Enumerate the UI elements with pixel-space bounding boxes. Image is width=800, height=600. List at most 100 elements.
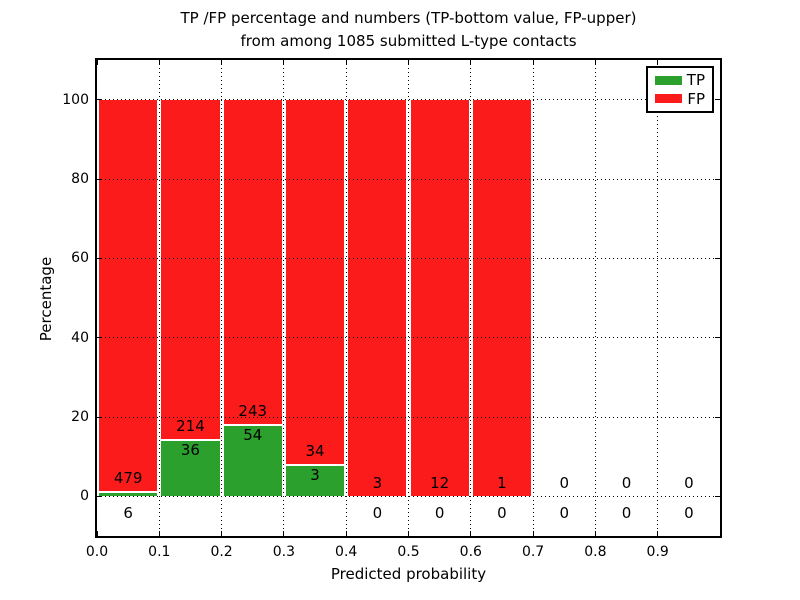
x-tick-top	[408, 60, 409, 65]
fp-count-label: 243	[238, 402, 268, 421]
y-tick-label: 20	[71, 409, 89, 425]
fp-count-label: 214	[176, 417, 205, 436]
y-tick-left	[97, 257, 102, 259]
fp-count-label: 1	[497, 474, 507, 493]
x-tick-label: 0.5	[397, 544, 420, 560]
bar-tp	[159, 439, 222, 497]
y-tick-label: 60	[71, 250, 89, 267]
x-gridline	[221, 60, 223, 536]
y-gridline	[97, 416, 720, 418]
x-tick-bottom	[221, 531, 223, 536]
tp-count-label: 0	[372, 504, 383, 523]
x-tick-label: 0.1	[148, 544, 171, 560]
x-gridline	[158, 60, 160, 536]
fp-count-label: 3	[372, 474, 383, 493]
y-tick-left	[97, 416, 102, 418]
bar-fp	[159, 99, 222, 440]
tp-count-label: 0	[684, 504, 694, 523]
y-tick-right	[715, 495, 720, 497]
y-tick-right	[715, 99, 720, 101]
y-gridline	[97, 99, 720, 101]
x-gridline	[594, 60, 596, 536]
x-gridline	[657, 60, 659, 536]
fp-count-label: 34	[305, 442, 325, 461]
x-tick-top	[594, 60, 596, 65]
x-tick-bottom	[532, 531, 534, 536]
x-tick-label: 0.3	[272, 544, 296, 560]
fp-count-label: 12	[430, 474, 450, 493]
bar-fp	[97, 99, 160, 492]
x-tick-bottom	[345, 531, 347, 536]
fp-count-label: 0	[684, 474, 694, 493]
plot-area	[96, 60, 720, 536]
y-tick-left	[97, 337, 102, 339]
x-gridline	[532, 60, 534, 536]
legend-item-fp: FP	[648, 91, 712, 107]
fp-count-label: 0	[559, 474, 570, 493]
x-tick-bottom	[96, 531, 98, 536]
y-tick-label: 40	[71, 329, 89, 346]
y-tick-left	[97, 178, 102, 180]
fp-count-label: 0	[621, 474, 632, 493]
x-gridline	[470, 60, 472, 536]
tp-count-label: 0	[497, 504, 507, 523]
bar-tp	[97, 491, 160, 497]
x-tick-bottom	[283, 531, 285, 536]
x-tick-top	[345, 60, 347, 65]
x-tick-label: 0.8	[584, 544, 607, 560]
y-gridline	[97, 337, 720, 339]
x-tick-bottom	[158, 531, 160, 536]
y-gridline	[97, 178, 720, 180]
x-tick-label: 0.2	[210, 544, 233, 560]
x-tick-label: 0.0	[85, 544, 109, 560]
legend-label-tp: TP	[686, 71, 705, 90]
y-tick-left	[97, 99, 102, 101]
bar-tp	[283, 464, 347, 497]
legend-swatch-fp-icon	[655, 94, 682, 104]
y-axis-label: Percentage	[37, 256, 55, 342]
y-tick-right	[715, 257, 720, 259]
x-tick-top	[657, 60, 659, 65]
tp-count-label: 36	[180, 441, 200, 460]
chart-title-line1: TP /FP percentage and numbers (TP-bottom…	[180, 9, 637, 27]
tp-count-label: 6	[123, 504, 133, 523]
y-tick-right	[715, 416, 720, 418]
y-gridline	[97, 495, 720, 497]
tp-count-label: 0	[621, 504, 632, 523]
bar-tp	[221, 424, 284, 497]
x-tick-bottom	[594, 531, 596, 536]
bar-fp	[408, 99, 471, 497]
legend-swatch-tp-icon	[655, 75, 682, 85]
x-axis-label: Predicted probability	[330, 565, 487, 583]
x-tick-top	[532, 60, 534, 65]
x-tick-label: 0.4	[335, 544, 358, 560]
x-tick-bottom	[657, 531, 659, 536]
x-tick-bottom	[470, 531, 472, 536]
x-tick-top	[283, 60, 285, 65]
tp-count-label: 0	[559, 504, 570, 523]
y-tick-label: 0	[80, 488, 89, 505]
x-tick-top	[221, 60, 223, 65]
bar-fp	[470, 99, 534, 497]
tp-count-label: 0	[434, 504, 445, 523]
tp-count-label: 54	[243, 426, 263, 445]
x-tick-top	[96, 60, 98, 65]
legend-item-tp: TP	[648, 72, 712, 88]
y-tick-left	[97, 495, 102, 497]
chart-title-line2: from among 1085 submitted L-type contact…	[240, 32, 577, 50]
tp-count-label: 3	[310, 466, 320, 485]
bar-fp	[283, 99, 347, 465]
fp-count-label: 479	[113, 469, 143, 488]
x-tick-top	[470, 60, 472, 65]
x-tick-top	[158, 60, 160, 65]
x-gridline	[345, 60, 347, 536]
legend: TP FP	[646, 66, 714, 113]
bar-fp	[221, 99, 284, 425]
y-gridline	[97, 257, 720, 259]
x-tick-label: 0.6	[459, 544, 482, 560]
legend-label-fp: FP	[687, 89, 705, 108]
x-gridline	[408, 60, 409, 536]
y-tick-right	[715, 178, 720, 180]
y-tick-right	[715, 337, 720, 339]
